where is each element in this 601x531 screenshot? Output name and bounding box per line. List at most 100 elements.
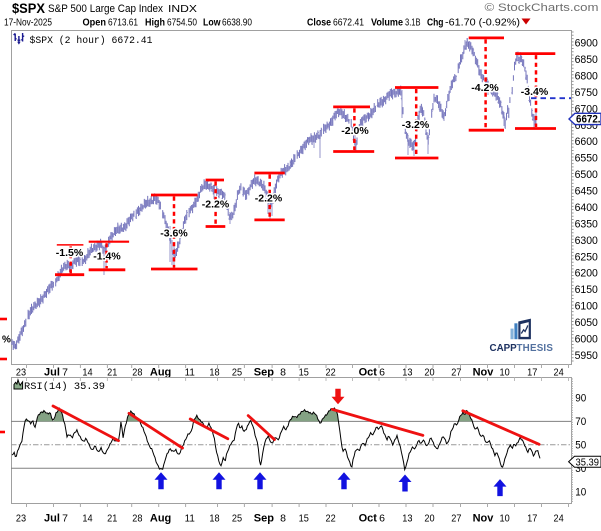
svg-text:8: 8 (280, 513, 286, 525)
svg-text:Low: Low (203, 17, 221, 29)
svg-text:Oct: Oct (359, 513, 378, 525)
svg-text:CAPP: CAPP (490, 343, 518, 354)
svg-text:Nov: Nov (473, 367, 495, 379)
svg-text:RSI(14) 35.39: RSI(14) 35.39 (24, 381, 105, 393)
svg-text:10: 10 (500, 513, 510, 525)
svg-text:14: 14 (82, 513, 92, 525)
svg-text:-61.70 (-0.92%): -61.70 (-0.92%) (445, 18, 520, 29)
svg-text:6550: 6550 (575, 153, 598, 165)
svg-text:-2.2%: -2.2% (202, 199, 230, 211)
svg-text:6450: 6450 (575, 186, 598, 198)
svg-text:Chg: Chg (427, 17, 444, 29)
svg-text:20: 20 (424, 513, 434, 525)
svg-text:-3.2%: -3.2% (402, 119, 430, 131)
svg-text:6713.61: 6713.61 (108, 18, 138, 29)
svg-text:70: 70 (575, 416, 586, 428)
svg-text:S&P 500 Large Cap Index: S&P 500 Large Cap Index (48, 3, 163, 15)
svg-text:6600: 6600 (575, 136, 598, 148)
svg-text:20: 20 (424, 367, 434, 379)
svg-text:21: 21 (107, 367, 117, 379)
svg-text:6150: 6150 (575, 284, 598, 296)
svg-text:35.39: 35.39 (576, 457, 600, 468)
svg-text:10: 10 (500, 367, 510, 379)
svg-text:21: 21 (107, 513, 117, 525)
svg-text:24: 24 (554, 367, 564, 379)
svg-text:13: 13 (402, 513, 412, 525)
svg-text:30: 30 (575, 463, 586, 475)
svg-text:%: % (2, 335, 11, 346)
svg-text:Open: Open (83, 17, 107, 29)
svg-text:-3.4%: -3.4% (521, 86, 549, 98)
svg-text:6: 6 (379, 513, 385, 525)
svg-text:17: 17 (527, 367, 537, 379)
svg-text:18: 18 (209, 367, 219, 379)
svg-text:22: 22 (326, 367, 336, 379)
svg-text:Aug: Aug (150, 513, 171, 525)
svg-text:27: 27 (451, 367, 461, 379)
svg-text:23: 23 (16, 513, 26, 525)
svg-text:6000: 6000 (575, 333, 598, 345)
svg-text:6754.50: 6754.50 (167, 18, 197, 29)
svg-text:6800: 6800 (575, 70, 598, 82)
svg-text:6300: 6300 (575, 235, 598, 247)
svg-text:7: 7 (62, 367, 68, 379)
svg-text:Volume: Volume (371, 17, 403, 29)
svg-text:© StockCharts.com: © StockCharts.com (485, 2, 599, 14)
svg-text:Aug: Aug (150, 367, 171, 379)
svg-text:High: High (145, 17, 165, 29)
svg-text:6350: 6350 (575, 218, 598, 230)
svg-text:THESIS: THESIS (517, 343, 554, 354)
svg-text:-2.0%: -2.0% (341, 125, 369, 137)
svg-text:28: 28 (132, 367, 142, 379)
svg-text:23: 23 (16, 367, 26, 379)
svg-text:Sep: Sep (254, 367, 274, 379)
svg-text:13: 13 (402, 367, 412, 379)
svg-text:24: 24 (554, 513, 564, 525)
svg-text:-1.4%: -1.4% (93, 251, 121, 263)
svg-text:17-Nov-2025: 17-Nov-2025 (4, 18, 52, 29)
svg-text:Jul: Jul (44, 513, 60, 525)
svg-text:Sep: Sep (254, 513, 274, 525)
svg-text:6500: 6500 (575, 169, 598, 181)
svg-text:6: 6 (379, 367, 385, 379)
svg-text:6672.41: 6672.41 (333, 18, 364, 29)
svg-text:INDX: INDX (168, 4, 197, 15)
svg-text:Close: Close (307, 17, 331, 29)
svg-text:22: 22 (326, 513, 336, 525)
svg-text:6250: 6250 (575, 251, 598, 263)
svg-text:6672.: 6672. (576, 114, 601, 126)
svg-text:6900: 6900 (575, 38, 598, 50)
svg-text:8: 8 (280, 367, 286, 379)
svg-text:14: 14 (82, 367, 92, 379)
svg-text:90: 90 (575, 393, 586, 405)
svg-text:15: 15 (299, 367, 309, 379)
svg-text:5950: 5950 (575, 350, 598, 362)
svg-text:18: 18 (209, 513, 219, 525)
svg-text:Oct: Oct (359, 367, 378, 379)
svg-text:$SPX (2 hour) 6672.41: $SPX (2 hour) 6672.41 (30, 35, 153, 47)
svg-text:28: 28 (132, 513, 142, 525)
svg-text:-4.2%: -4.2% (471, 82, 499, 94)
svg-text:7: 7 (62, 513, 68, 525)
svg-text:6850: 6850 (575, 54, 598, 66)
svg-text:15: 15 (299, 513, 309, 525)
svg-text:Jul: Jul (44, 367, 60, 379)
svg-text:-3.6%: -3.6% (160, 228, 188, 240)
svg-text:3.1B: 3.1B (405, 18, 421, 29)
svg-text:6100: 6100 (575, 301, 598, 313)
svg-text:6050: 6050 (575, 317, 598, 329)
svg-text:Nov: Nov (473, 513, 495, 525)
svg-text:6700: 6700 (575, 103, 598, 115)
svg-text:11: 11 (185, 513, 195, 525)
svg-text:10: 10 (575, 487, 586, 499)
svg-text:25: 25 (232, 367, 242, 379)
svg-text:6638.90: 6638.90 (222, 18, 252, 29)
svg-text:$SPX: $SPX (12, 1, 45, 16)
svg-text:-1.5%: -1.5% (56, 247, 84, 259)
svg-text:-2.2%: -2.2% (255, 193, 283, 205)
svg-text:50: 50 (575, 440, 586, 452)
svg-text:25: 25 (232, 513, 242, 525)
svg-text:6200: 6200 (575, 268, 598, 280)
svg-text:6750: 6750 (575, 87, 598, 99)
svg-text:27: 27 (451, 513, 461, 525)
